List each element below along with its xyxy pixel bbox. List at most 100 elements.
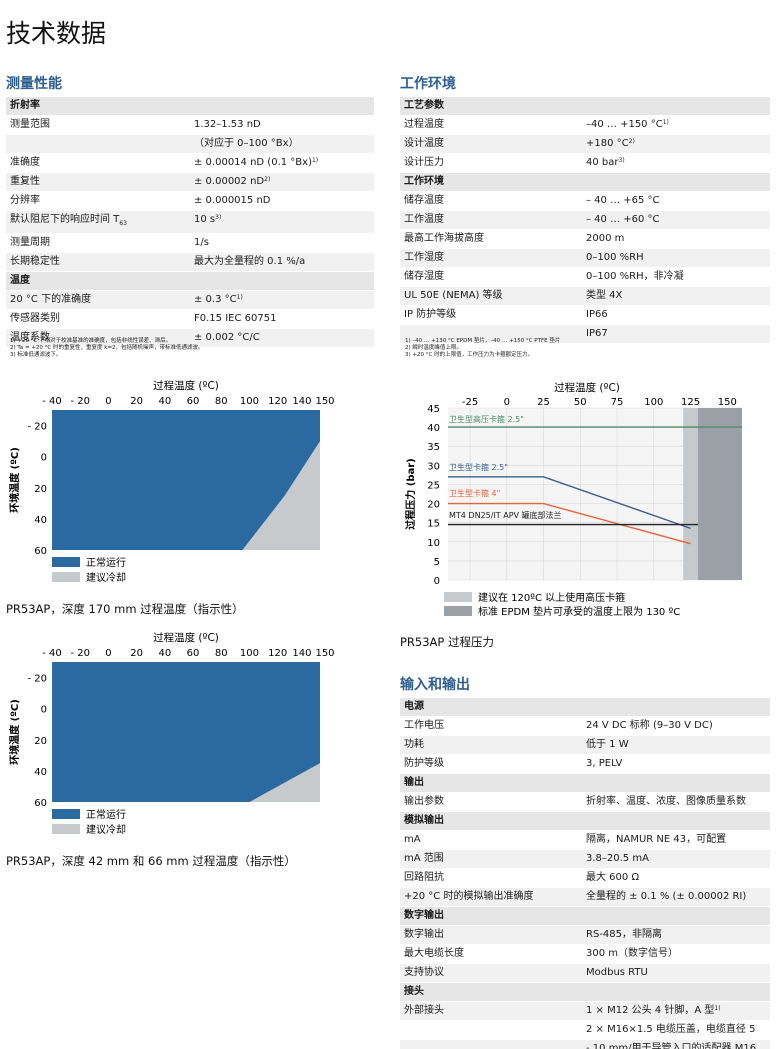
table-row: 长期稳定性 最大为全量程的 0.1 %/a <box>6 253 374 272</box>
row-value-text: 0–100 %RH <box>586 252 644 263</box>
x-tick-label: 120 <box>268 396 287 407</box>
row-label-text: 准确度 <box>10 157 40 168</box>
x-tick-label: 80 <box>215 396 228 407</box>
footnote: 3) +20 °C 时的上限值，工作压力为卡箍额定压力。 <box>405 352 534 358</box>
table-row: 过程温度 –40 … +150 °C1) <box>400 116 770 135</box>
footnote-ref: 2) <box>628 138 635 145</box>
row-label: 折射率 <box>6 97 194 115</box>
legend-label-1: 建议在 120ºC 以上使用高压卡箍 <box>478 591 625 604</box>
legend-label-2: 标准 EPDM 垫片可承受的温度上限为 130 ºC <box>478 605 680 618</box>
row-label-text: +20 °C 时的模拟输出准确度 <box>404 891 534 902</box>
chart-process-temp-42-66: 过程温度 (ºC) - 40 - 20 0 20 40 60 80 100 120 140 150 - … <box>8 631 335 836</box>
row-value-text: 2 × M16×1.5 电缆压盖，电缆直径 5 <box>586 1024 756 1035</box>
temperature-band-1 <box>683 408 698 580</box>
row-value: （对应于 0–100 °Bx） <box>194 135 374 153</box>
legend-swatch-normal <box>52 809 80 819</box>
row-label-text: 支持协议 <box>404 967 444 978</box>
y-tick-label: - 20 <box>27 422 47 433</box>
row-value: 最大为全量程的 0.1 %/a <box>194 253 374 271</box>
section-io: 输入和输出 <box>400 677 470 693</box>
row-label-text: 模拟输出 <box>404 815 444 826</box>
table-row: 测量周期 1/s <box>6 234 374 253</box>
row-value: 折射率、温度、浓度、图像质量系数 <box>586 793 770 811</box>
table-row: 2 × M16×1.5 电缆压盖，电缆直径 5 <box>400 1021 770 1040</box>
row-label-text: 重复性 <box>10 176 40 187</box>
row-value: 最大 600 Ω <box>586 869 770 887</box>
table-row: 储存温度 – 40 … +65 °C <box>400 192 770 211</box>
row-value-text: 40 bar <box>586 157 619 168</box>
row-label: 过程温度 <box>400 116 586 134</box>
y-tick-label: 0 <box>41 453 47 464</box>
table-row: 储存湿度 0–100 %RH，非冷凝 <box>400 268 770 287</box>
x-tick-label: 20 <box>130 648 143 659</box>
row-label-text: 温度 <box>10 275 30 286</box>
row-label-text: 设计温度 <box>404 138 444 149</box>
table-row: 默认阻尼下的响应时间 T63 10 s3) <box>6 211 374 234</box>
table-row: 输出参数 折射率、温度、浓度、图像质量系数 <box>400 793 770 812</box>
row-label-text: 传感器类别 <box>10 313 60 324</box>
x-tick-label: 100 <box>644 397 663 408</box>
footnote: 2) 瞬时温度峰值上限。 <box>405 345 462 351</box>
legend-swatch-normal <box>52 557 80 567</box>
row-value-text: 0–100 %RH，非冷凝 <box>586 271 684 282</box>
table-row: mA 隔离，NAMUR NE 43，可配置 <box>400 831 770 850</box>
table-row: 防护等级 3, PELV <box>400 755 770 774</box>
row-label <box>6 135 194 153</box>
x-tick-label: 40 <box>158 648 171 659</box>
row-value: +180 °C2) <box>586 135 770 153</box>
row-value: 40 bar3) <box>586 154 770 172</box>
row-value: – 40 … +60 °C <box>586 211 770 229</box>
table-group-header: 电源 <box>400 698 770 717</box>
row-label-text: 回路阻抗 <box>404 872 444 883</box>
table-row: 工作湿度 0–100 %RH <box>400 249 770 268</box>
y-tick-label: 60 <box>34 546 47 557</box>
row-label-text: 工作环境 <box>404 176 444 187</box>
footnote: 1) +20 °C 下相对于校准基准的准确度，包括非线性误差、滞后。 <box>10 338 172 344</box>
legend-swatch-2 <box>444 606 472 616</box>
row-label: 工作电压 <box>400 717 586 735</box>
environment-table: 工艺参数 过程温度 –40 … +150 °C1) 设计温度 +180 °C2) 设计压力… <box>400 97 770 344</box>
row-label-text: 工作温度 <box>404 214 444 225</box>
x-tick-label: 0 <box>105 648 111 659</box>
x-tick-label: 125 <box>681 397 700 408</box>
footnote-ref: 2) <box>264 176 271 183</box>
row-label-text: 输出 <box>404 777 424 788</box>
x-axis-title: 过程温度 (ºC) <box>153 379 219 392</box>
row-value: 0–100 %RH <box>586 249 770 267</box>
environment-footnotes: 1) –40 … +130 °C EPDM 垫片，–40 … +150 °C P… <box>405 338 560 359</box>
row-label-text: 功耗 <box>404 739 424 750</box>
row-label: 设计温度 <box>400 135 586 153</box>
row-label-text: 输出参数 <box>404 796 444 807</box>
x-tick-label: 150 <box>718 397 737 408</box>
y-tick-label: 20 <box>34 736 47 747</box>
temperature-band-2 <box>697 408 742 580</box>
y-tick-label: 60 <box>34 798 47 809</box>
table-row: IP67 <box>400 325 770 344</box>
row-label: UL 50E (NEMA) 等级 <box>400 287 586 305</box>
row-value-text: F0.15 IEC 60751 <box>194 313 277 324</box>
row-value-text: IP66 <box>586 309 608 320</box>
row-value: 2000 m <box>586 230 770 248</box>
row-value-text: 10 s <box>194 214 216 225</box>
row-label: 接头 <box>400 983 586 1001</box>
row-value: ± 0.3 °C1) <box>194 291 374 309</box>
row-label: 分辨率 <box>6 192 194 210</box>
row-label: 输出参数 <box>400 793 586 811</box>
y-tick-label: 10 <box>427 538 440 549</box>
x-tick-label: - 20 <box>70 648 90 659</box>
table-row: 重复性 ± 0.00002 nD2) <box>6 173 374 192</box>
measurement-footnotes: 1) +20 °C 下相对于校准基准的准确度，包括非线性误差、滞后。 2) Ta … <box>10 338 204 359</box>
row-value-text: 最大为全量程的 0.1 %/a <box>194 256 306 267</box>
row-label: 回路阻抗 <box>400 869 586 887</box>
row-label: 最高工作海拔高度 <box>400 230 586 248</box>
x-tick-label: 150 <box>315 396 334 407</box>
x-tick-label: 25 <box>537 397 550 408</box>
table-group-header: 温度 <box>6 272 374 291</box>
row-value: - 10 mm/用于导管入口的适配器 M16 <box>586 1040 770 1049</box>
table-row: 最大电缆长度 300 m（数字信号） <box>400 945 770 964</box>
y-tick-label: 40 <box>34 767 47 778</box>
footnote: 3) 标准低通滤波下。 <box>10 352 62 358</box>
row-label: 储存温度 <box>400 192 586 210</box>
legend-label-cool: 建议冷却 <box>86 823 126 836</box>
row-value: 300 m（数字信号） <box>586 945 770 963</box>
